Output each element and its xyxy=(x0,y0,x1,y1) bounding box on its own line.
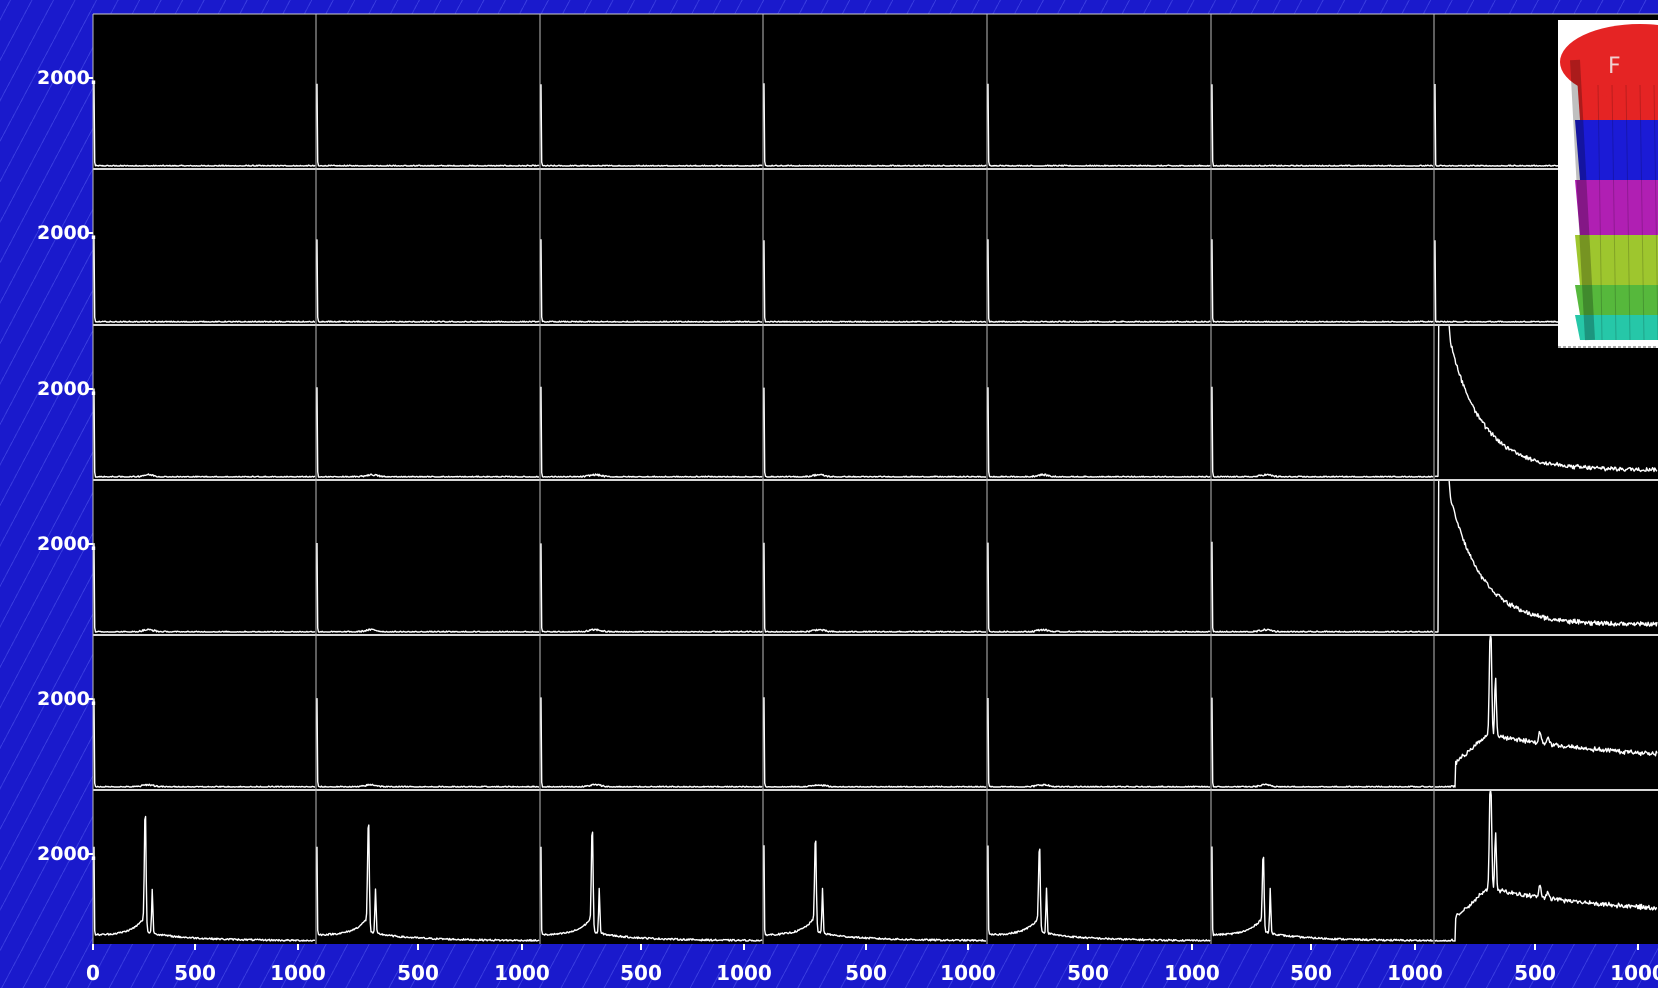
x-tick-label: 500 xyxy=(174,961,216,985)
x-tick-label: 1000 xyxy=(1610,961,1658,985)
layer-model-inset: F xyxy=(1558,20,1658,348)
x-tick-label: 500 xyxy=(1514,961,1556,985)
cylinder-layer xyxy=(1575,120,1658,180)
x-tick-label: 500 xyxy=(620,961,662,985)
x-tick-label: 1000 xyxy=(716,961,772,985)
x-tick-labels: 0 500 1000 500 1000 500 1000 500 1000 500 1000 500 1… xyxy=(86,944,1658,985)
inset-label-f: F xyxy=(1608,54,1621,79)
x-tick-label: 1000 xyxy=(494,961,550,985)
x-tick-label: 500 xyxy=(1067,961,1109,985)
x-tick-label: 500 xyxy=(397,961,439,985)
y-tick-labels: 2000.2000.2000.2000.2000.2000. xyxy=(37,67,97,865)
x-tick-label: 1000 xyxy=(1164,961,1220,985)
x-tick-label: 500 xyxy=(845,961,887,985)
x-tick-label: 1000 xyxy=(940,961,996,985)
x-tick-label: 1000 xyxy=(270,961,326,985)
x-tick-label: 1000 xyxy=(1387,961,1443,985)
x-tick-label: 0 xyxy=(86,961,100,985)
x-tick-label: 500 xyxy=(1290,961,1332,985)
